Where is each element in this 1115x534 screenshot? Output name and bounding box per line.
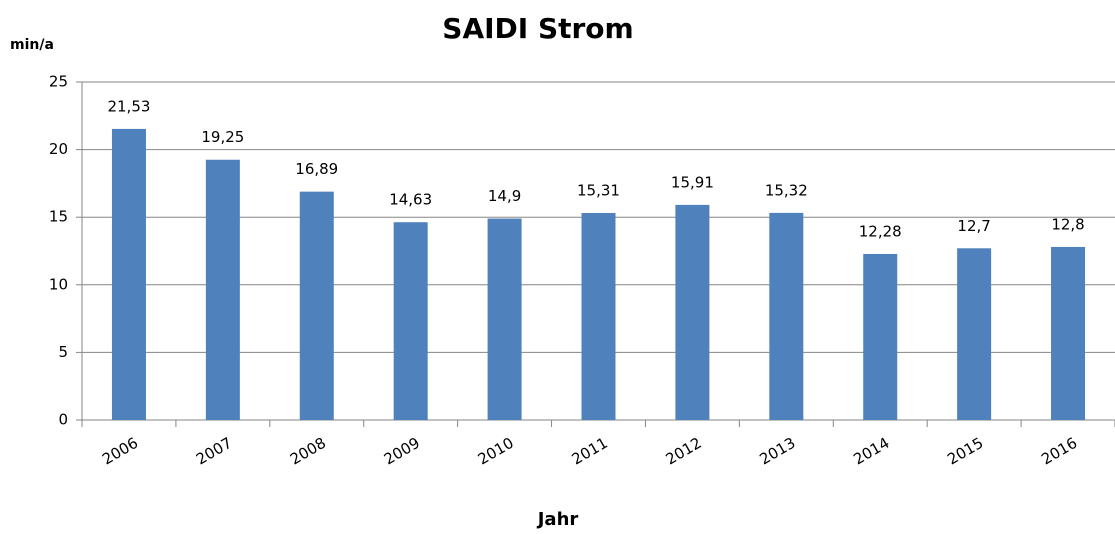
bar	[487, 218, 522, 420]
chart-title: SAIDI Strom	[442, 12, 633, 45]
y-tick-label: 25	[49, 73, 68, 91]
bar	[205, 159, 240, 421]
value-label: 19,25	[201, 128, 244, 146]
x-tick-label: 2011	[569, 434, 611, 469]
bar	[863, 253, 898, 420]
y-tick-label: 10	[49, 275, 68, 293]
y-tick-label: 0	[58, 411, 68, 429]
x-tick-label: 2009	[381, 434, 423, 469]
bar	[111, 128, 146, 420]
y-axis-label: min/a	[10, 37, 54, 53]
x-tick-label: 2007	[193, 434, 235, 469]
y-tick-label: 20	[49, 140, 68, 158]
x-tick-label: 2010	[475, 434, 517, 469]
bar	[581, 213, 616, 420]
value-label: 15,31	[577, 182, 620, 200]
x-tick-label: 2016	[1038, 434, 1080, 469]
x-tick-label: 2015	[944, 434, 986, 469]
bar	[1051, 246, 1086, 420]
bar	[957, 248, 992, 420]
y-tick-label: 15	[49, 208, 68, 226]
value-label: 14,63	[389, 191, 432, 209]
value-label: 12,28	[859, 222, 902, 240]
bar	[769, 212, 804, 420]
value-label: 15,91	[671, 173, 714, 191]
value-label: 12,8	[1051, 215, 1084, 233]
x-tick-label: 2014	[850, 434, 892, 469]
x-tick-label: 2006	[99, 434, 141, 469]
value-label: 15,32	[765, 181, 808, 199]
value-label: 21,53	[107, 97, 150, 115]
x-axis-label: Jahr	[536, 509, 579, 530]
bar	[675, 204, 710, 420]
bar	[299, 191, 334, 420]
x-tick-label: 2012	[663, 434, 705, 469]
value-label: 16,89	[295, 160, 338, 178]
x-tick-label: 2008	[287, 434, 329, 469]
bar	[393, 222, 428, 420]
value-label: 12,7	[957, 217, 990, 235]
x-tick-label: 2013	[756, 434, 798, 469]
y-tick-label: 5	[58, 343, 68, 361]
value-label: 14,9	[488, 187, 521, 205]
